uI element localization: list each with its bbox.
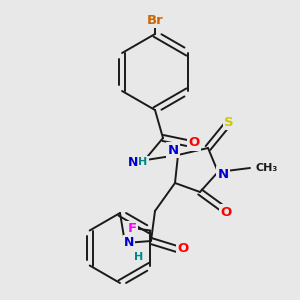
Text: N: N: [124, 236, 134, 250]
Text: O: O: [188, 136, 200, 149]
Text: N: N: [218, 167, 229, 181]
Text: H: H: [134, 252, 144, 262]
Text: Br: Br: [147, 14, 164, 26]
Text: N: N: [128, 155, 138, 169]
Text: F: F: [128, 222, 137, 235]
Text: H: H: [138, 157, 148, 167]
Text: S: S: [224, 116, 234, 128]
Text: N: N: [167, 143, 178, 157]
Text: O: O: [177, 242, 189, 256]
Text: CH₃: CH₃: [255, 163, 277, 173]
Text: O: O: [220, 206, 232, 218]
